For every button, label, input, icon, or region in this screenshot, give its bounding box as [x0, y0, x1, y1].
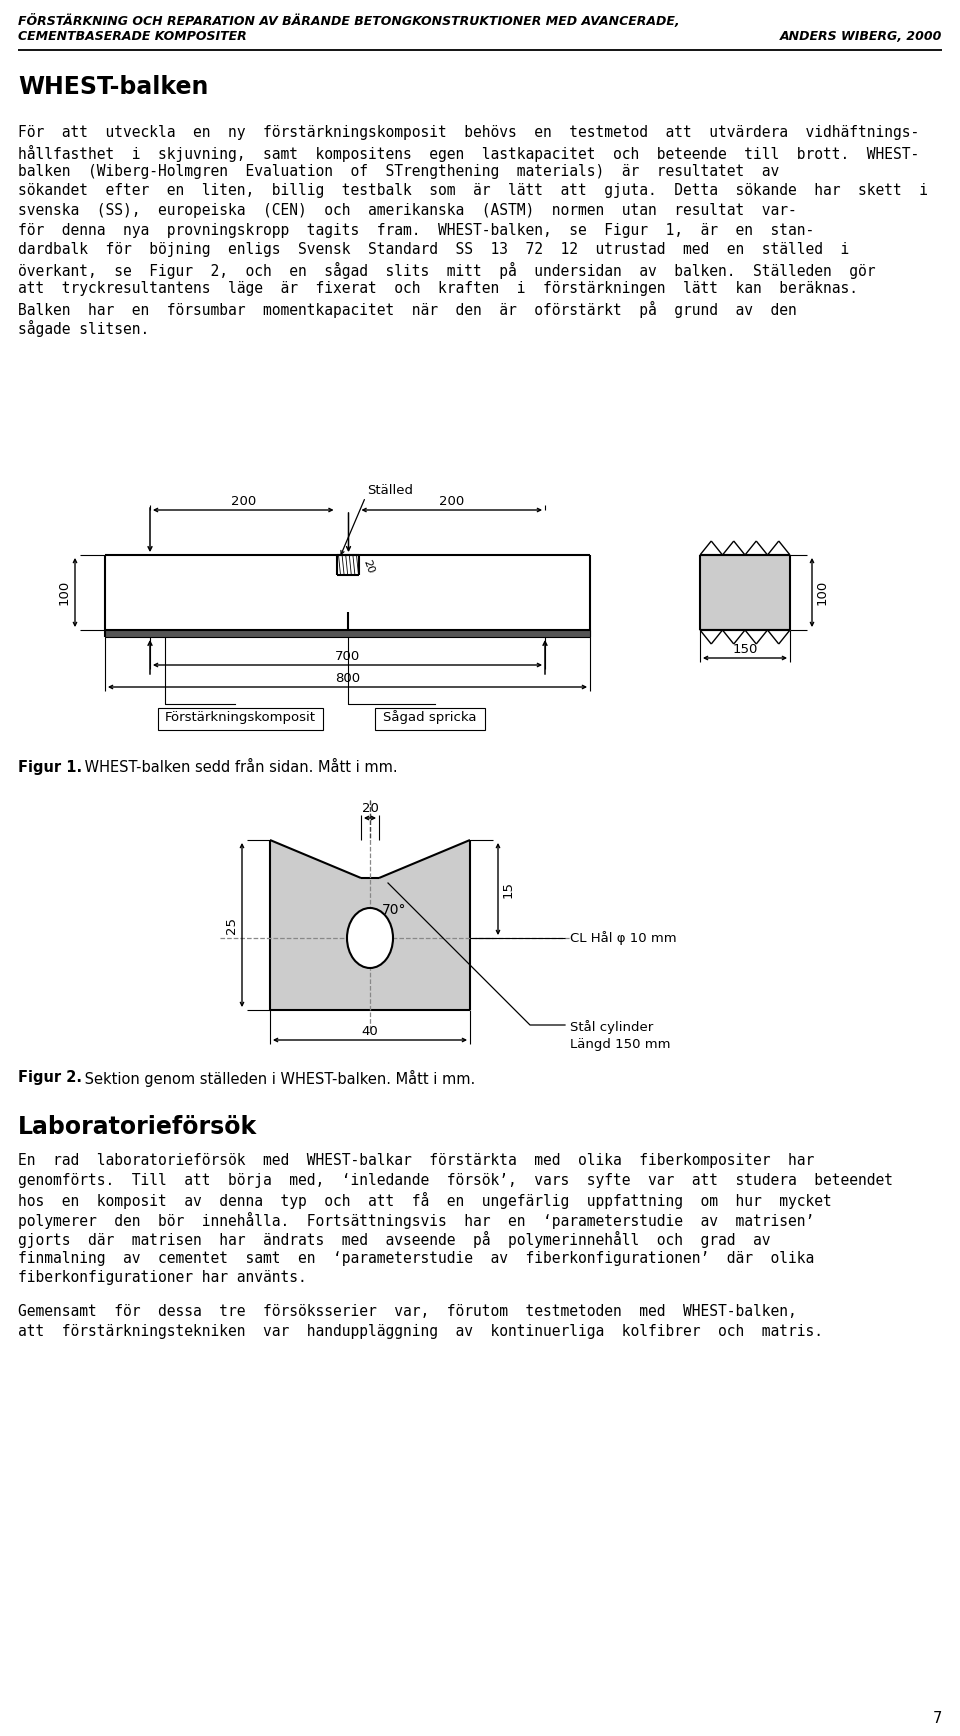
- Text: För  att  utveckla  en  ny  förstärkningskomposit  behövs  en  testmetod  att  u: För att utveckla en ny förstärkningskomp…: [18, 125, 920, 141]
- Text: att  tryckresultantens  läge  är  fixerat  och  kraften  i  förstärkningen  lätt: att tryckresultantens läge är fixerat oc…: [18, 281, 858, 297]
- Text: Stål cylinder: Stål cylinder: [570, 1021, 653, 1035]
- Text: för  denna  nya  provningskropp  tagits  fram.  WHEST-balken,  se  Figur  1,  är: för denna nya provningskropp tagits fram…: [18, 222, 814, 238]
- Text: finmalning  av  cementet  samt  en  ‘parameterstudie  av  fiberkonfigurationen’ : finmalning av cementet samt en ‘paramete…: [18, 1250, 814, 1266]
- Text: WHEST-balken sedd från sidan. Mått i mm.: WHEST-balken sedd från sidan. Mått i mm.: [80, 760, 397, 774]
- Text: balken  (Wiberg-Holmgren  Evaluation  of  STrengthening  materials)  är  resulta: balken (Wiberg-Holmgren Evaluation of ST…: [18, 163, 780, 179]
- Text: CL Hål φ 10 mm: CL Hål φ 10 mm: [570, 930, 677, 944]
- Text: 20: 20: [362, 559, 375, 575]
- Text: 100: 100: [58, 580, 71, 606]
- Text: FÖRSTÄRKNING OCH REPARATION AV BÄRANDE BETONGKONSTRUKTIONER MED AVANCERADE,: FÖRSTÄRKNING OCH REPARATION AV BÄRANDE B…: [18, 14, 680, 28]
- Text: att  förstärkningstekniken  var  handuppläggning  av  kontinuerliga  kolfibrer  : att förstärkningstekniken var handuppläg…: [18, 1325, 823, 1338]
- Text: 70°: 70°: [382, 903, 406, 917]
- Text: Figur 1.: Figur 1.: [18, 760, 83, 774]
- Text: svenska  (SS),  europeiska  (CEN)  och  amerikanska  (ASTM)  normen  utan  resul: svenska (SS), europeiska (CEN) och ameri…: [18, 203, 797, 219]
- Text: genomförts.  Till  att  börja  med,  ‘inledande  försök’,  vars  syfte  var  att: genomförts. Till att börja med, ‘inledan…: [18, 1172, 893, 1187]
- Text: 25: 25: [225, 917, 238, 934]
- Text: gjorts  där  matrisen  har  ändrats  med  avseende  på  polymerinnehåll  och  gr: gjorts där matrisen har ändrats med avse…: [18, 1231, 771, 1248]
- Text: fiberkonfigurationer har använts.: fiberkonfigurationer har använts.: [18, 1271, 307, 1285]
- Text: 700: 700: [335, 649, 360, 663]
- Text: 100: 100: [816, 580, 829, 606]
- Text: Figur 2.: Figur 2.: [18, 1069, 82, 1085]
- Bar: [157, 708, 323, 731]
- Text: sågade slitsen.: sågade slitsen.: [18, 319, 149, 337]
- Text: Ställed: Ställed: [368, 484, 414, 496]
- Text: WHEST-balken: WHEST-balken: [18, 75, 208, 99]
- Text: 40: 40: [362, 1024, 378, 1038]
- Text: CEMENTBASERADE KOMPOSITER: CEMENTBASERADE KOMPOSITER: [18, 30, 247, 43]
- Text: Gemensamt  för  dessa  tre  försöksserier  var,  förutom  testmetoden  med  WHES: Gemensamt för dessa tre försöksserier va…: [18, 1304, 797, 1319]
- Text: hållfasthet  i  skjuvning,  samt  kompositens  egen  lastkapacitet  och  beteend: hållfasthet i skjuvning, samt kompositen…: [18, 144, 920, 161]
- Text: 7: 7: [932, 1712, 942, 1726]
- Text: En  rad  laboratorieförsök  med  WHEST-balkar  förstärkta  med  olika  fiberkomp: En rad laboratorieförsök med WHEST-balka…: [18, 1153, 814, 1168]
- Text: 15: 15: [502, 880, 515, 898]
- Ellipse shape: [347, 908, 393, 969]
- Text: 150: 150: [732, 642, 757, 656]
- Text: Sågad spricka: Sågad spricka: [383, 710, 477, 724]
- Text: Sektion genom ställeden i WHEST-balken. Mått i mm.: Sektion genom ställeden i WHEST-balken. …: [80, 1069, 475, 1087]
- Text: dardbalk  för  böjning  enligs  Svensk  Standard  SS  13  72  12  utrustad  med : dardbalk för böjning enligs Svensk Stand…: [18, 241, 850, 257]
- Text: Längd 150 mm: Längd 150 mm: [570, 1038, 670, 1050]
- Bar: [105, 630, 590, 637]
- Bar: [375, 708, 485, 731]
- Text: sökandet  efter  en  liten,  billig  testbalk  som  är  lätt  att  gjuta.  Detta: sökandet efter en liten, billig testbalk…: [18, 184, 928, 198]
- Text: överkant,  se  Figur  2,  och  en  sågad  slits  mitt  på  undersidan  av  balke: överkant, se Figur 2, och en sågad slits…: [18, 262, 876, 278]
- Polygon shape: [270, 840, 470, 1010]
- Text: 800: 800: [335, 672, 360, 686]
- Text: ANDERS WIBERG, 2000: ANDERS WIBERG, 2000: [780, 30, 942, 43]
- Text: Laboratorieförsök: Laboratorieförsök: [18, 1115, 257, 1139]
- Text: Balken  har  en  försumbar  momentkapacitet  när  den  är  oförstärkt  på  grund: Balken har en försumbar momentkapacitet …: [18, 300, 797, 318]
- Text: hos  en  komposit  av  denna  typ  och  att  få  en  ungefärlig  uppfattning  om: hos en komposit av denna typ och att få …: [18, 1193, 831, 1208]
- Text: 20: 20: [362, 802, 378, 814]
- Text: Förstärkningskomposit: Förstärkningskomposit: [164, 710, 316, 724]
- Text: 200: 200: [439, 495, 465, 509]
- Text: polymerer  den  bör  innehålla.  Fortsättningsvis  har  en  ‘parameterstudie  av: polymerer den bör innehålla. Fortsättnin…: [18, 1212, 814, 1229]
- Text: 200: 200: [230, 495, 256, 509]
- Bar: [700, 556, 790, 630]
